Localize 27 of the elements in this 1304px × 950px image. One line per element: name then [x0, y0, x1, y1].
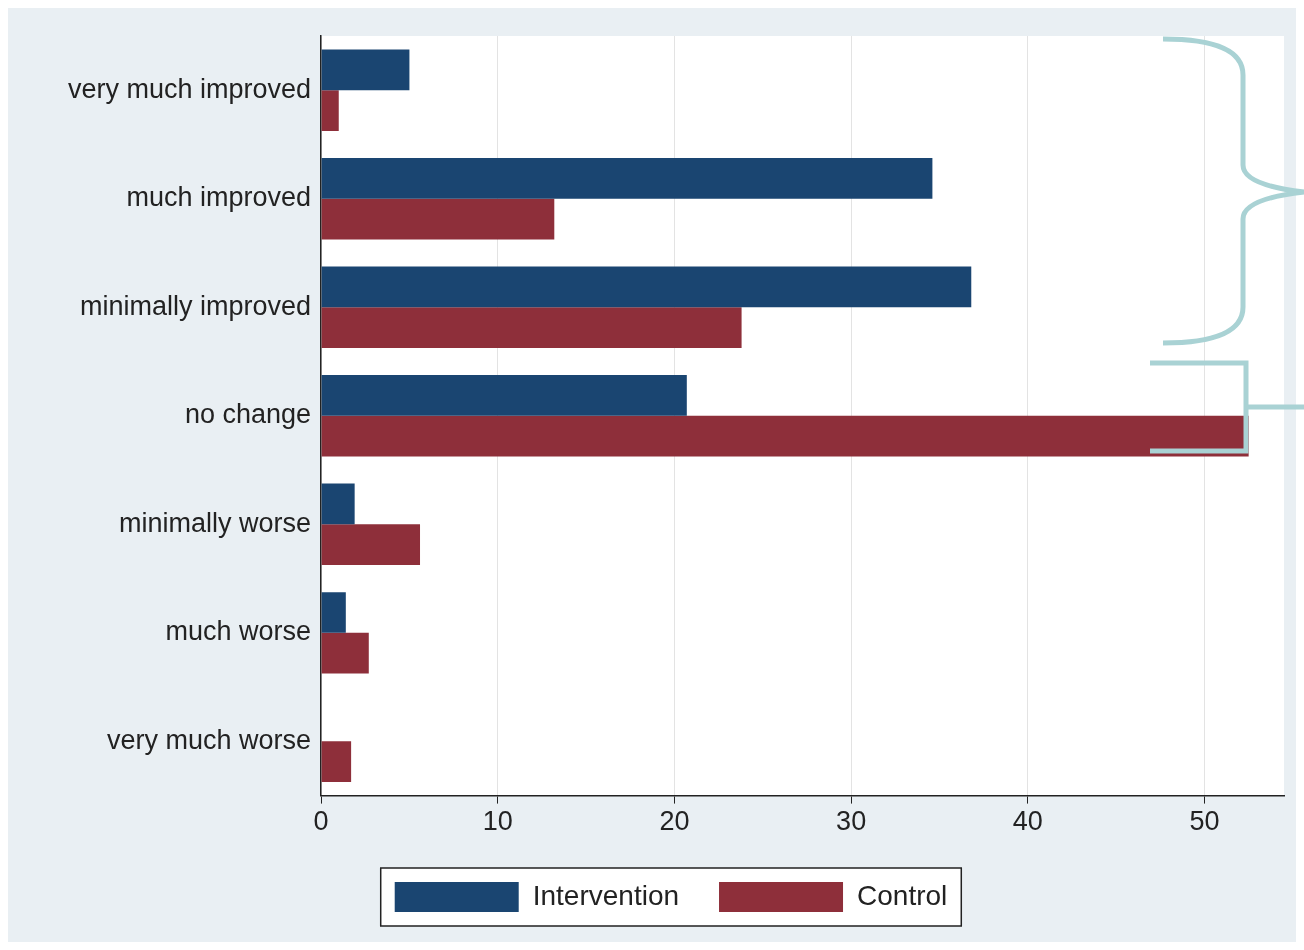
y-tick-label: much worse	[165, 616, 312, 647]
bar	[321, 592, 346, 633]
bar	[321, 524, 421, 566]
y-tick-label: minimally improved	[80, 290, 312, 321]
bar	[321, 632, 369, 674]
y-tick-label: minimally worse	[119, 507, 312, 538]
bar	[321, 198, 555, 240]
bar	[321, 741, 352, 783]
bar	[321, 90, 339, 131]
legend-label: Intervention	[532, 879, 680, 911]
x-tick-label: 0	[313, 806, 329, 837]
y-tick-label: much improved	[126, 182, 312, 213]
x-tick-label: 20	[659, 806, 690, 837]
bar	[321, 158, 933, 199]
bar	[321, 483, 355, 525]
bar	[321, 375, 687, 416]
y-tick-label: no change	[184, 399, 312, 430]
x-tick-label: 30	[836, 806, 867, 837]
bar	[321, 307, 742, 348]
legend-label: Control	[857, 879, 948, 911]
y-tick-label: very much improved	[67, 73, 312, 104]
x-tick-label: 10	[482, 806, 513, 837]
y-tick-label: very much worse	[107, 724, 312, 755]
x-tick-label: 50	[1189, 806, 1220, 837]
bar	[321, 266, 972, 308]
x-tick-label: 40	[1012, 806, 1043, 837]
bar	[321, 49, 410, 91]
